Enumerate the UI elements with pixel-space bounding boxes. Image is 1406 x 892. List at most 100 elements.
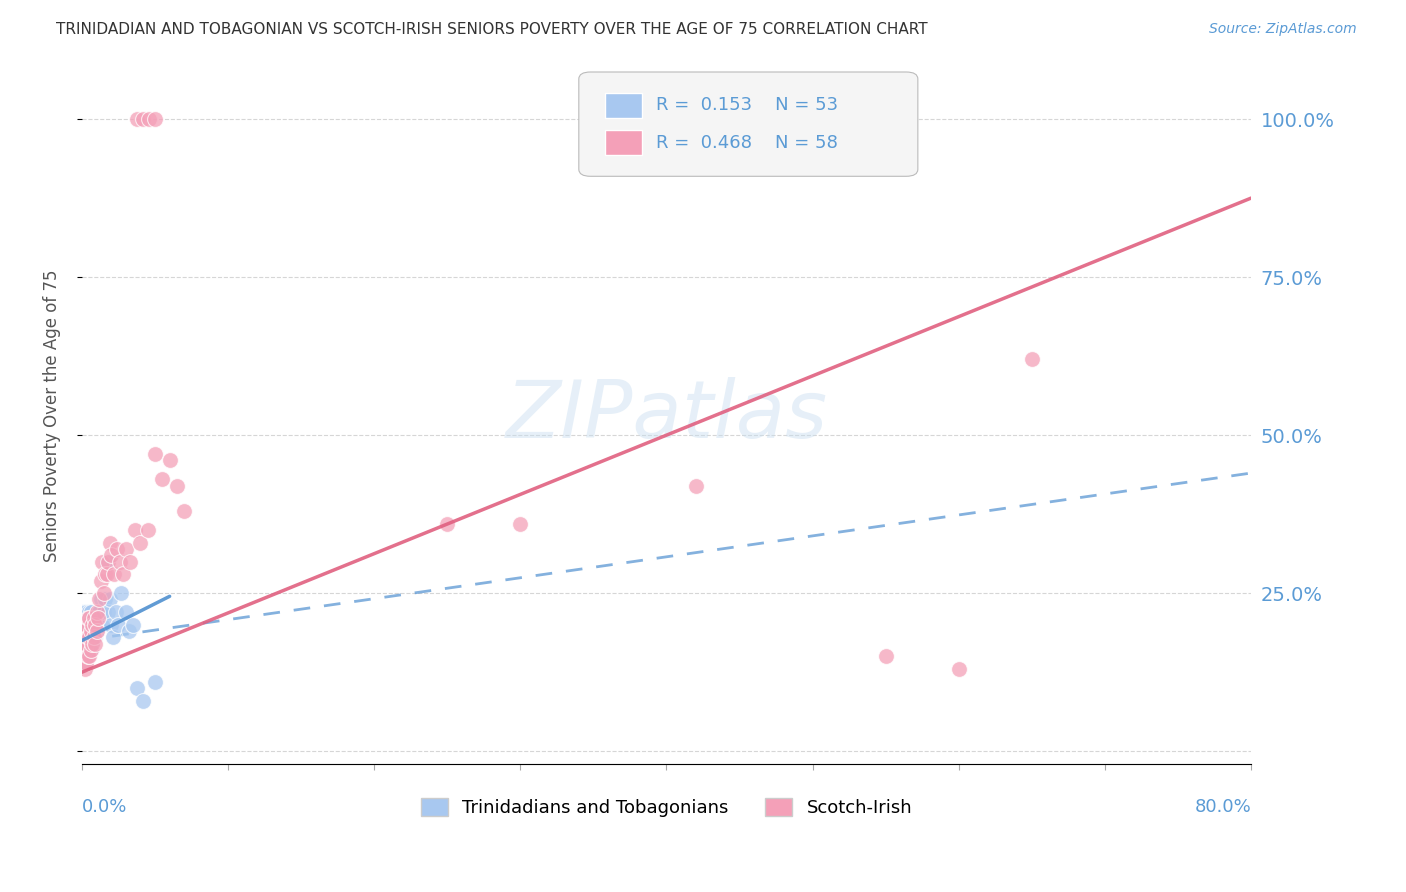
Point <box>94 592 117 607</box>
Point <box>122 617 145 632</box>
Point <box>82 611 104 625</box>
Point <box>86 624 108 638</box>
Point <box>105 541 128 556</box>
Point <box>84 631 107 645</box>
Point <box>96 555 118 569</box>
Point <box>89 592 111 607</box>
Point <box>90 592 112 607</box>
Point <box>108 555 131 569</box>
Point <box>138 112 160 127</box>
Point <box>83 617 105 632</box>
Point <box>86 624 108 638</box>
Point <box>73 624 96 638</box>
Point <box>77 649 100 664</box>
Point <box>143 447 166 461</box>
Point <box>93 605 115 619</box>
Point <box>76 631 98 645</box>
Point <box>75 617 97 632</box>
Text: R =  0.153    N = 53: R = 0.153 N = 53 <box>657 96 838 114</box>
Point <box>73 656 96 670</box>
Point <box>73 662 96 676</box>
Point <box>77 611 100 625</box>
Point <box>94 567 117 582</box>
Point <box>98 592 121 607</box>
Point <box>143 674 166 689</box>
Point <box>98 535 121 549</box>
Point <box>76 611 98 625</box>
Point <box>77 643 100 657</box>
Text: 80.0%: 80.0% <box>1194 798 1251 816</box>
Point <box>77 631 100 645</box>
Point <box>96 567 118 582</box>
Text: Source: ZipAtlas.com: Source: ZipAtlas.com <box>1209 22 1357 37</box>
Point <box>75 656 97 670</box>
Point <box>89 605 111 619</box>
Point <box>83 611 105 625</box>
Point <box>84 617 107 632</box>
Point <box>97 555 120 569</box>
Point <box>110 586 132 600</box>
Point <box>73 624 96 638</box>
Point <box>101 631 124 645</box>
Point <box>80 631 103 645</box>
Point <box>173 504 195 518</box>
Y-axis label: Seniors Poverty Over the Age of 75: Seniors Poverty Over the Age of 75 <box>44 270 60 563</box>
Point <box>72 656 94 670</box>
Point <box>129 535 152 549</box>
Point <box>83 631 105 645</box>
Point <box>82 617 104 632</box>
Point <box>86 605 108 619</box>
Point <box>72 637 94 651</box>
Point <box>77 605 100 619</box>
Point <box>80 643 103 657</box>
Point <box>87 611 110 625</box>
Point <box>136 523 159 537</box>
Point <box>76 611 98 625</box>
Point <box>875 649 897 664</box>
Point <box>111 567 134 582</box>
Point <box>948 662 970 676</box>
Point <box>72 637 94 651</box>
FancyBboxPatch shape <box>579 72 918 177</box>
Point <box>72 617 94 632</box>
Point <box>77 617 100 632</box>
Point <box>132 693 155 707</box>
Point <box>73 643 96 657</box>
Point <box>77 631 100 645</box>
Point <box>84 617 107 632</box>
Point <box>91 617 114 632</box>
Point <box>82 637 104 651</box>
Point <box>75 605 97 619</box>
Point <box>80 605 103 619</box>
Point <box>87 617 110 632</box>
Legend: Trinidadians and Tobagonians, Scotch-Irish: Trinidadians and Tobagonians, Scotch-Iri… <box>413 790 920 824</box>
Point <box>159 453 181 467</box>
Point <box>76 649 98 664</box>
Point <box>75 617 97 632</box>
Point <box>75 637 97 651</box>
Point <box>104 605 127 619</box>
Point <box>1021 352 1043 367</box>
Point <box>73 637 96 651</box>
Point <box>82 637 104 651</box>
Point <box>80 617 103 632</box>
Point <box>509 516 531 531</box>
Point <box>86 611 108 625</box>
Text: TRINIDADIAN AND TOBAGONIAN VS SCOTCH-IRISH SENIORS POVERTY OVER THE AGE OF 75 CO: TRINIDADIAN AND TOBAGONIAN VS SCOTCH-IRI… <box>56 22 928 37</box>
Text: R =  0.468    N = 58: R = 0.468 N = 58 <box>657 134 838 152</box>
Point <box>90 574 112 588</box>
FancyBboxPatch shape <box>605 93 643 118</box>
Text: ZIPatlas: ZIPatlas <box>505 377 828 455</box>
Point <box>75 631 97 645</box>
Point <box>685 479 707 493</box>
Point <box>100 548 122 562</box>
Point <box>76 649 98 664</box>
Point <box>100 617 122 632</box>
Point <box>91 555 114 569</box>
Point <box>132 112 155 127</box>
Point <box>127 112 149 127</box>
Point <box>120 555 142 569</box>
Point <box>150 472 173 486</box>
Point <box>118 624 141 638</box>
Point <box>84 637 107 651</box>
